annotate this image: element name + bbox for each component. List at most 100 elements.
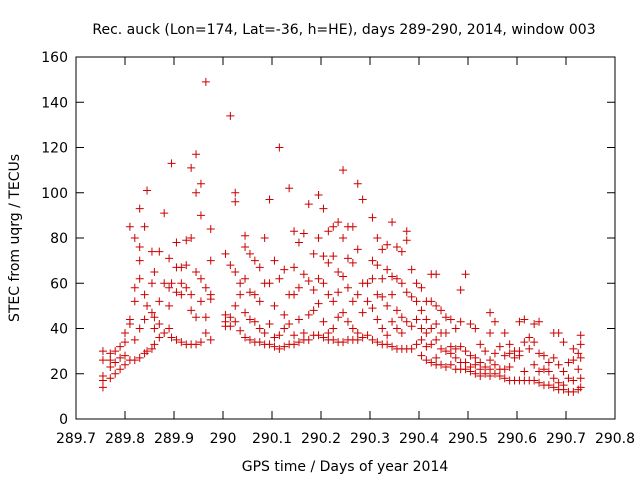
data-point-marker xyxy=(392,243,401,252)
data-point-marker xyxy=(343,254,352,263)
data-point-marker xyxy=(471,324,480,333)
data-point-marker xyxy=(231,267,240,276)
data-point-marker xyxy=(329,335,338,344)
data-point-marker xyxy=(250,317,259,326)
data-point-marker xyxy=(172,335,181,344)
data-point-marker xyxy=(574,349,583,358)
data-point-marker xyxy=(111,369,120,378)
data-point-marker xyxy=(285,184,294,193)
data-point-marker xyxy=(143,301,152,310)
data-point-marker xyxy=(290,331,299,340)
data-point-marker xyxy=(226,261,235,270)
data-point-marker xyxy=(373,261,382,270)
data-point-marker xyxy=(388,342,397,351)
data-point-marker xyxy=(576,340,585,349)
data-point-marker xyxy=(339,234,348,242)
data-point-marker xyxy=(167,159,176,168)
data-point-marker xyxy=(417,351,426,360)
data-point-marker xyxy=(206,335,215,344)
data-point-marker xyxy=(192,267,201,276)
data-point-marker xyxy=(290,227,299,236)
data-point-marker xyxy=(299,270,308,279)
x-axis-label: GPS time / Days of year 2014 xyxy=(242,459,449,475)
data-point-marker xyxy=(486,356,495,365)
data-point-marker xyxy=(245,249,254,258)
data-point-marker xyxy=(280,324,289,333)
data-point-marker xyxy=(299,229,308,238)
data-point-marker xyxy=(160,279,169,288)
data-point-marker xyxy=(150,340,159,349)
data-point-marker xyxy=(221,310,230,319)
data-point-marker xyxy=(476,372,485,381)
data-point-marker xyxy=(290,263,299,272)
data-point-marker xyxy=(368,274,377,283)
data-point-marker xyxy=(147,344,156,353)
data-point-marker xyxy=(106,374,115,383)
data-point-marker xyxy=(422,342,431,351)
data-point-marker xyxy=(353,179,362,188)
data-point-marker xyxy=(265,340,274,349)
data-point-marker xyxy=(569,344,578,353)
data-point-marker xyxy=(481,369,490,378)
data-point-marker xyxy=(559,385,568,394)
data-point-marker xyxy=(221,249,230,258)
data-point-marker xyxy=(466,351,475,360)
data-point-marker xyxy=(388,272,397,281)
data-point-marker xyxy=(383,265,392,274)
data-point-marker xyxy=(407,322,416,331)
data-point-marker xyxy=(130,297,139,306)
data-point-marker xyxy=(422,329,431,338)
data-point-marker xyxy=(388,290,397,299)
data-point-marker xyxy=(427,340,436,349)
data-point-marker xyxy=(339,166,348,175)
data-point-marker xyxy=(432,335,441,344)
data-point-marker xyxy=(486,365,495,374)
x-tick-label: 289.7 xyxy=(56,431,96,447)
data-point-marker xyxy=(121,360,129,369)
data-point-marker xyxy=(130,283,139,292)
data-point-marker xyxy=(329,324,338,333)
data-point-marker xyxy=(231,188,240,197)
data-point-marker xyxy=(294,315,303,324)
data-point-marker xyxy=(441,347,450,356)
data-point-marker xyxy=(150,267,159,276)
data-point-marker xyxy=(432,353,441,362)
data-point-marker xyxy=(392,274,401,283)
data-point-marker xyxy=(353,245,362,254)
data-point-marker xyxy=(231,317,240,326)
data-point-marker xyxy=(275,143,284,152)
data-point-marker xyxy=(446,315,455,324)
data-point-marker xyxy=(226,322,235,331)
data-point-marker xyxy=(363,297,372,306)
data-point-marker xyxy=(270,301,279,310)
data-point-marker xyxy=(177,263,186,272)
data-point-marker xyxy=(196,338,205,347)
data-point-marker xyxy=(569,356,578,365)
data-point-marker xyxy=(280,310,289,319)
data-point-marker xyxy=(368,304,377,313)
data-point-marker xyxy=(147,279,156,288)
data-point-marker xyxy=(135,324,144,333)
data-point-marker xyxy=(576,374,585,383)
data-point-marker xyxy=(432,270,441,279)
data-point-marker xyxy=(412,297,421,306)
data-point-marker xyxy=(576,383,585,392)
data-point-marker xyxy=(192,188,201,197)
data-point-marker xyxy=(471,369,480,378)
data-point-marker xyxy=(392,306,401,315)
data-point-marker xyxy=(525,333,534,342)
data-point-marker xyxy=(236,279,245,288)
data-point-marker xyxy=(559,367,568,376)
data-point-marker xyxy=(125,319,134,328)
data-point-marker xyxy=(397,329,406,338)
data-point-marker xyxy=(520,367,529,376)
data-point-marker xyxy=(106,362,115,371)
data-point-marker xyxy=(111,347,120,356)
y-tick-label: 100 xyxy=(41,186,68,202)
data-points xyxy=(98,77,585,396)
x-tick-label: 289.9 xyxy=(154,431,194,447)
data-point-marker xyxy=(236,290,245,299)
data-point-marker xyxy=(368,213,377,222)
data-point-marker xyxy=(437,360,446,369)
